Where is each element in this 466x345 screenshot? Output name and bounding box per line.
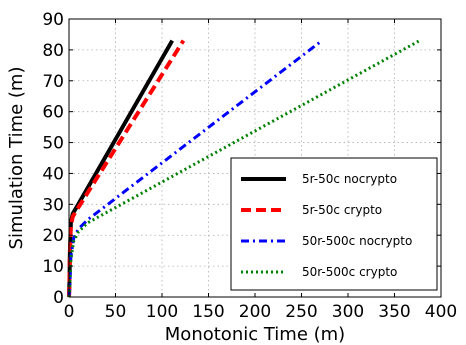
legend-label-2: 5r-50c crypto: [302, 203, 382, 217]
x-tick-label: 350: [378, 302, 410, 322]
x-tick-label: 200: [239, 302, 271, 322]
legend-label-1: 5r-50c nocrypto: [302, 172, 397, 186]
legend-label-3: 50r-500c nocrypto: [302, 234, 412, 248]
x-tick-label: 50: [105, 302, 127, 322]
x-tick-label: 400: [425, 302, 457, 322]
series-line-2: [67, 39, 186, 298]
series-line-3: [67, 39, 323, 298]
x-tick-label: 0: [64, 302, 75, 322]
x-tick-label: 100: [146, 302, 178, 322]
axis-tick-labels: 0 50 100 150 200 250 300 350 400 0 10 20 30 40 50 60 70 8…: [42, 10, 457, 322]
legend-label-4: 50r-500c crypto: [302, 265, 397, 279]
series-line-1: [67, 39, 174, 298]
y-tick-label: 40: [42, 164, 64, 184]
x-tick-label: 300: [332, 302, 364, 322]
y-tick-label: 60: [42, 103, 64, 123]
y-tick-label: 80: [42, 41, 64, 61]
y-axis-label: Simulation Time (m): [6, 67, 27, 250]
axis-ticks: [68, 18, 442, 298]
y-tick-label: 30: [42, 195, 64, 215]
x-tick-label: 250: [285, 302, 317, 322]
y-tick-label: 0: [53, 288, 64, 308]
y-tick-label: 10: [42, 257, 64, 277]
series-line-4: [67, 39, 421, 298]
x-axis-label: Monotonic Time (m): [165, 324, 345, 345]
x-tick-label: 150: [192, 302, 224, 322]
legend: 5r-50c nocrypto 5r-50c crypto 50r-500c noc…: [230, 157, 438, 291]
y-tick-label: 90: [42, 10, 64, 30]
y-tick-label: 70: [42, 72, 64, 92]
y-tick-label: 50: [42, 134, 64, 154]
y-tick-label: 20: [42, 226, 64, 246]
